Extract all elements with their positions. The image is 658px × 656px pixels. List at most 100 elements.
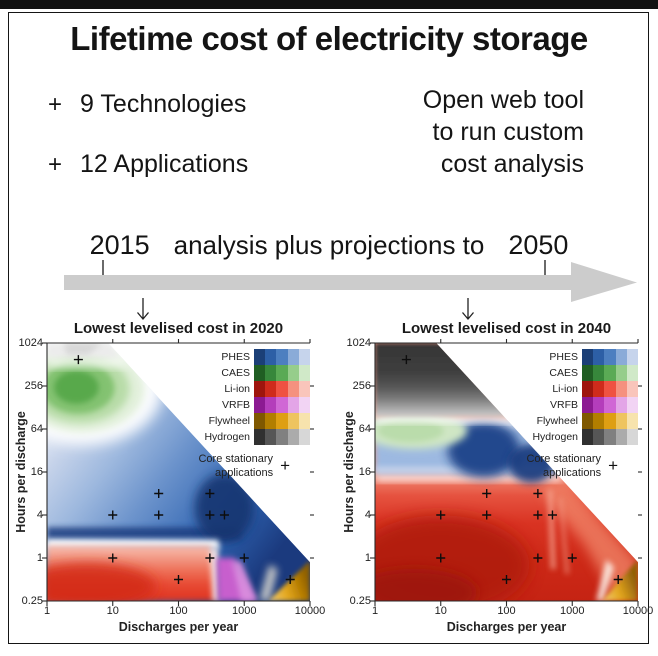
core-stationary-line: applications [542, 467, 602, 479]
timeline-middle-text: analysis plus projections to [173, 230, 485, 260]
zone-Flywheel [601, 559, 638, 601]
side-note-line: to run custom [432, 118, 584, 146]
bullet-text: 9 Technologies [80, 90, 247, 118]
x-axis-label: Discharges per year [118, 620, 239, 634]
x-tick-label: 1 [371, 605, 379, 617]
bullet-text: 12 Applications [80, 150, 249, 178]
y-tick-label: 1 [36, 552, 43, 564]
legend-swatch [287, 349, 299, 365]
legend-swatch [615, 397, 627, 413]
core-stationary-line: Core stationary [198, 453, 274, 465]
application-markers [73, 355, 295, 584]
legend-swatch [626, 381, 638, 397]
x-axis-label: Discharges per year [446, 620, 567, 634]
legend-swatch [582, 413, 594, 429]
legend-row: Li-ion [486, 381, 638, 397]
legend-label: Hydrogen [204, 431, 250, 443]
legend-row: Flywheel [486, 413, 638, 429]
y-tick-label: 256 [24, 380, 43, 392]
legend-swatch [626, 349, 638, 365]
legend-label: Li-ion [224, 383, 250, 395]
x-tick-label: 1000 [232, 605, 257, 617]
x-tick-label: 10000 [622, 605, 654, 617]
application-marker [567, 553, 577, 563]
legend-swatch [298, 349, 310, 365]
legend-swatch [604, 397, 616, 413]
legend-swatch [298, 413, 310, 429]
application-marker [436, 553, 446, 563]
legend-row: CAES [158, 365, 310, 381]
timeline-end-year: 2050 [508, 230, 569, 260]
legend-swatch [615, 413, 627, 429]
legend-swatch [287, 429, 299, 445]
application-marker [401, 355, 411, 365]
plus-marker-icon: + [608, 456, 618, 475]
legend-swatch [298, 397, 310, 413]
legend-swatch [276, 413, 288, 429]
legend-label: PHES [549, 351, 578, 363]
legend-swatch [582, 365, 594, 381]
down-arrow-icon [462, 298, 474, 321]
timeline-tick-2015 [102, 260, 104, 277]
y-tick-label: 64 [358, 423, 371, 435]
legend-row: VRFB [158, 397, 310, 413]
legend-swatch [254, 413, 266, 429]
axes [370, 339, 642, 606]
core-stationary-note: Core stationary applications + [158, 452, 290, 480]
legend-row: Hydrogen [486, 429, 638, 445]
legend-swatch [254, 429, 266, 445]
application-marker [108, 553, 118, 563]
zone-boundary [259, 564, 278, 601]
timeline-text: 2015 analysis plus projections to 2050 [0, 230, 658, 261]
application-marker [502, 575, 511, 584]
zone-PHES [194, 473, 255, 543]
application-marker [482, 489, 492, 498]
legend-swatch [604, 429, 616, 445]
application-marker [219, 510, 229, 520]
tech-legend: PHES CAES Li-ion VRFB Flywheel Hydrogen [158, 349, 310, 445]
application-marker [154, 510, 164, 520]
legend-swatch [276, 397, 288, 413]
legend-swatch [582, 381, 594, 397]
legend-swatch [265, 429, 277, 445]
legend-swatch [254, 381, 266, 397]
plus-icon: + [48, 151, 63, 178]
legend-swatch [265, 381, 277, 397]
timeline-tick-2050 [544, 260, 546, 277]
bullet-technologies: +9 Technologies [48, 90, 246, 119]
legend-swatch [287, 365, 299, 381]
zone-boundary [596, 559, 614, 601]
zone-boundary [375, 416, 527, 423]
application-marker [613, 575, 623, 584]
chart-2040: Lowest levelised cost in 2040 Hours per d… [336, 314, 658, 648]
core-stationary-text: Core stationary applications [198, 452, 273, 480]
legend-swatch [626, 413, 638, 429]
legend-swatch [254, 365, 266, 381]
x-tick-label: 100 [169, 605, 188, 617]
legend-swatch [298, 381, 310, 397]
legend-swatch [287, 381, 299, 397]
zone-Li-ion [47, 562, 156, 601]
zone-PHES [447, 421, 520, 478]
legend-swatch [615, 429, 627, 445]
legend-swatch [298, 429, 310, 445]
legend-row: VRFB [486, 397, 638, 413]
legend-swatch [615, 349, 627, 365]
legend-swatch [265, 349, 277, 365]
legend-swatch [276, 365, 288, 381]
zone-Li-ion [558, 497, 570, 574]
y-tick-label: 16 [30, 466, 43, 478]
y-tick-label: 256 [352, 380, 371, 392]
legend-label: Hydrogen [532, 431, 578, 443]
legend-row: Flywheel [158, 413, 310, 429]
bullet-applications: +12 Applications [48, 150, 248, 179]
side-note-line: Open web tool [422, 86, 584, 114]
x-tick-label: 10 [106, 605, 119, 617]
legend-swatch [593, 381, 605, 397]
legend-label: CAES [549, 367, 578, 379]
zone-boundary [47, 357, 130, 367]
legend-swatch [582, 397, 594, 413]
zone-PHES [47, 527, 242, 540]
core-stationary-note: Core stationary applications + [486, 452, 618, 480]
legend-swatch [265, 413, 277, 429]
